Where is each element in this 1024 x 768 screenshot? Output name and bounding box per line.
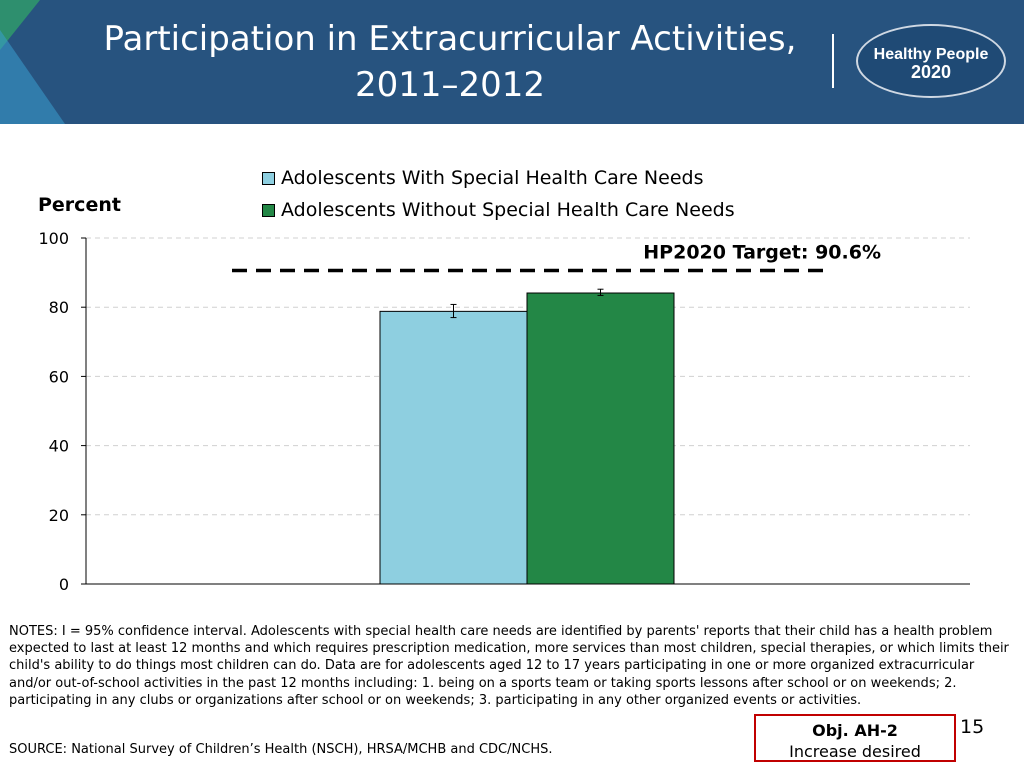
healthy-people-logo: Healthy People 2020 [856,24,1006,98]
y-tick-label: 40 [49,437,69,456]
title-line-1: Participation in Extracurricular Activit… [103,19,797,59]
objective-direction: Increase desired [789,742,921,761]
bar-with-shcn [379,310,528,585]
objective-box: Obj. AH-2 Increase desired [754,714,956,762]
title-line-2: 2011–2012 [354,65,546,105]
legend-label-without-shcn: Adolescents Without Special Health Care … [281,199,735,221]
logo-text-line-1: Healthy People [873,46,989,63]
logo-ring [856,24,1006,98]
page-number: 15 [960,716,985,738]
objective-code: Obj. AH-2 [812,721,898,740]
legend-label-with-shcn: Adolescents With Special Health Care Nee… [281,167,704,189]
y-tick-label: 0 [59,575,69,594]
legend-swatch-with-shcn [262,171,275,185]
header-divider [832,34,834,88]
header-banner: Participation in Extracurricular Activit… [0,0,1024,124]
legend-swatch-without-shcn [262,203,275,217]
source-text: SOURCE: National Survey of Children’s He… [9,742,553,757]
legend-item-with-shcn: Adolescents With Special Health Care Nee… [262,162,735,194]
y-tick-label: 80 [49,298,69,317]
banner-decoration [0,0,65,124]
bar-chart: 0 20 40 60 80 100 HP2020 Target: 90.6% [38,229,970,594]
bar-without-shcn [526,292,675,585]
target-label: HP2020 Target: 90.6% [643,242,881,264]
chart-legend: Adolescents With Special Health Care Nee… [262,162,735,226]
logo-text-line-2: 2020 [910,62,952,82]
page-title: Participation in Extracurricular Activit… [70,16,830,108]
y-tick-label: 20 [49,506,69,525]
y-tick-label: 60 [49,367,69,386]
y-tick-label: 100 [38,229,69,248]
notes-text: NOTES: I = 95% confidence interval. Adol… [9,624,1009,708]
legend-item-without-shcn: Adolescents Without Special Health Care … [262,194,735,226]
y-axis-label: Percent [38,194,121,216]
